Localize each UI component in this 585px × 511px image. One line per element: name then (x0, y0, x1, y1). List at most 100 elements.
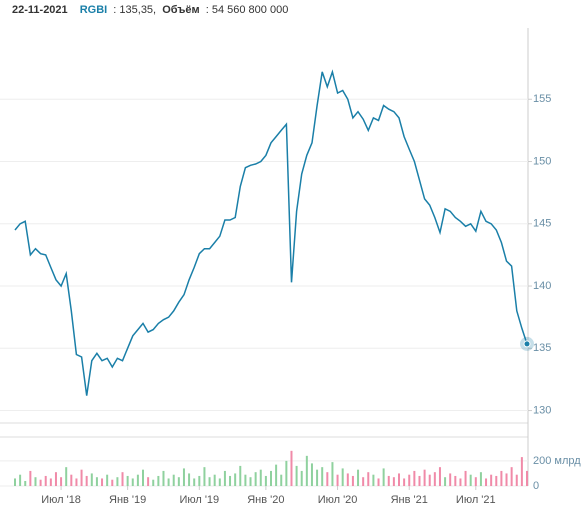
volume-bar (336, 474, 339, 486)
volume-bar (474, 477, 477, 486)
y-tick-label: 200 млрд (533, 455, 581, 467)
volume-bar (111, 479, 114, 486)
volume-bar (218, 478, 221, 486)
volume-bar (346, 473, 349, 486)
volume-bar (177, 477, 180, 486)
volume-bar (520, 457, 523, 486)
volume-bar (19, 474, 22, 486)
volume-bar (95, 477, 98, 486)
volume-bar (495, 475, 498, 486)
volume-bar (152, 479, 155, 486)
volume-bar (403, 478, 406, 486)
volume-bar (193, 478, 196, 486)
volume-bar (433, 472, 436, 486)
volume-bar (290, 450, 293, 486)
volume-bar (60, 477, 63, 486)
volume-bar (438, 467, 441, 486)
volume-bar (172, 474, 175, 486)
volume-bar (316, 469, 319, 486)
volume-bar (106, 474, 109, 486)
volume-bar (126, 475, 129, 486)
x-tick-label: Июл '18 (41, 494, 81, 506)
volume-bar (372, 474, 375, 486)
value: : 135,35, (113, 4, 157, 16)
y-tick-label: 155 (533, 93, 551, 105)
volume-bar (510, 467, 513, 486)
volume-bar (229, 475, 232, 486)
volume-bar (423, 469, 426, 486)
volume-bar (270, 470, 272, 486)
volume-bar (428, 474, 431, 486)
volume-bar (526, 470, 528, 486)
volume-bar (382, 468, 385, 486)
volume-bar (80, 469, 83, 486)
volume-bar (449, 473, 452, 486)
volume-bar (398, 473, 400, 486)
volume-bar (505, 473, 508, 486)
volume-bar (208, 477, 211, 486)
volume-bar (408, 474, 411, 486)
volume-bar (392, 477, 395, 486)
volume-bar (198, 475, 201, 486)
volume-bar (280, 474, 283, 486)
volume-bar (377, 478, 380, 486)
y-tick-label: 130 (533, 404, 551, 416)
volume-bar (326, 472, 329, 486)
volume-bar (387, 475, 390, 486)
volume-bar (285, 460, 288, 486)
volume-bar (234, 473, 237, 486)
volume-bar (116, 477, 119, 486)
volume-bar (418, 475, 421, 486)
volume-bar (101, 478, 104, 486)
volume-bar (162, 470, 165, 486)
volume-bar (305, 455, 308, 486)
y-tick-label: 140 (533, 280, 551, 292)
volume-bar (454, 475, 457, 486)
volume-bar (479, 472, 482, 486)
volume-bar (121, 472, 124, 486)
y-tick-label: 135 (533, 342, 551, 354)
volume-bar (223, 470, 226, 486)
volume-bar (142, 469, 144, 486)
x-tick-label: Июл '20 (318, 494, 358, 506)
volume-bar (500, 470, 503, 486)
volume-bar (44, 475, 47, 486)
x-tick-label: Июл '19 (179, 494, 219, 506)
volume-bar (413, 470, 416, 486)
volume-bar (65, 467, 68, 486)
volume-bar (275, 464, 278, 486)
volume-bar (203, 467, 206, 486)
y-tick-label: 150 (533, 155, 551, 167)
volume-bar (464, 470, 467, 486)
volume-label: Объём (162, 4, 200, 16)
date: 22-11-2021 (12, 4, 68, 16)
volume-bar (157, 475, 160, 486)
volume-bar (259, 469, 262, 486)
volume-bar (362, 477, 365, 486)
volume-bar (239, 465, 242, 486)
x-tick-label: Янв '19 (109, 494, 146, 506)
volume-bar (34, 477, 37, 486)
volume-bar (167, 478, 170, 486)
volume-bar (136, 474, 139, 486)
volume-bar (70, 474, 73, 486)
volume-bar (249, 477, 252, 486)
volume-bar (490, 474, 493, 486)
volume-bar (29, 470, 32, 486)
volume-bar (264, 475, 267, 486)
volume-bar (295, 465, 298, 486)
x-tick-label: Июл '21 (456, 494, 496, 506)
volume-bar (351, 475, 354, 486)
volume-bar (131, 478, 134, 486)
volume-bar (14, 478, 16, 486)
volume-bar (469, 474, 472, 486)
volume-bar (90, 473, 93, 486)
volume-bar (331, 462, 334, 486)
volume-bar (515, 474, 518, 486)
volume-bar (85, 475, 88, 486)
volume-bar (300, 470, 303, 486)
volume-bar (310, 463, 313, 486)
price-line (14, 69, 528, 396)
